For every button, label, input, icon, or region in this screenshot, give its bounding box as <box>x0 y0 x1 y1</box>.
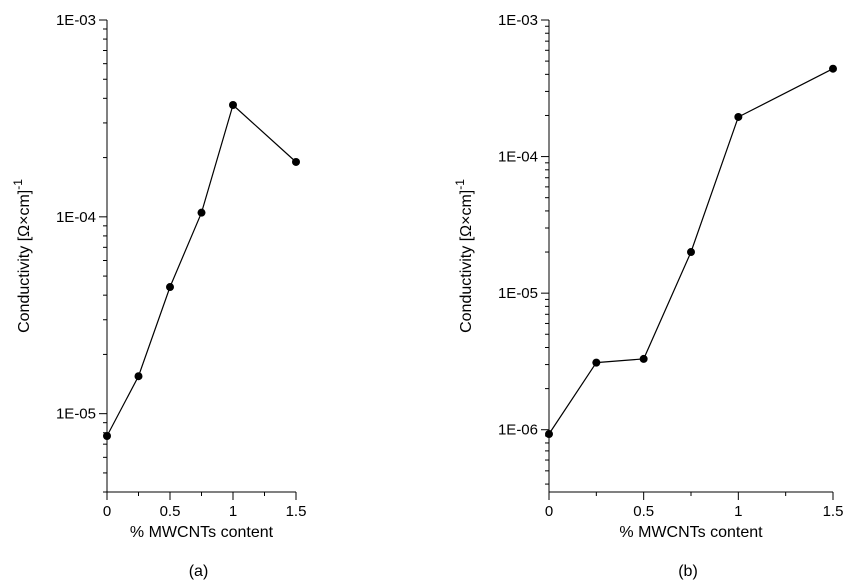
x-tick-label: 0 <box>103 503 111 520</box>
data-point <box>134 372 143 381</box>
data-point <box>639 354 648 363</box>
x-tick-label: 1 <box>229 503 237 520</box>
panel-label: (a) <box>189 563 209 580</box>
data-point <box>229 100 237 109</box>
series-line <box>548 68 834 435</box>
data-point <box>592 358 601 367</box>
x-tick-label: 0.5 <box>633 503 654 520</box>
chart-panel-b: 1E-06 1E-05 1E-04 1E-03 0 0.5 1 1.5 % MWCNTs con… <box>453 12 843 580</box>
y-tick-label: 1E-05 <box>498 285 538 302</box>
data-point <box>292 157 300 166</box>
data-point <box>829 64 837 73</box>
x-tick-label: 1.5 <box>823 503 844 520</box>
y-tick-label: 1E-05 <box>56 406 96 423</box>
y-tick-label: 1E-03 <box>56 12 96 29</box>
y-tick-label: 1E-06 <box>498 422 538 439</box>
series-line <box>106 103 297 437</box>
data-point <box>166 283 174 292</box>
y-tick-label: 1E-03 <box>498 12 538 29</box>
data-point <box>687 248 695 257</box>
x-tick-label: 0 <box>545 503 553 520</box>
x-tick-label: 1.5 <box>286 503 307 520</box>
x-axis-title: % MWCNTs content <box>130 524 274 541</box>
data-point <box>103 432 111 441</box>
y-axis-title: Conductivity [Ω×cm]-1 <box>11 179 33 333</box>
data-point <box>734 112 743 121</box>
y-tick-label: 1E-04 <box>56 209 96 226</box>
y-tick-label: 1E-04 <box>498 149 538 166</box>
panel-label: (b) <box>678 563 698 580</box>
x-tick-label: 0.5 <box>160 503 181 520</box>
chart-panel-a: 1E-05 1E-04 1E-03 0 0.5 1 1.5 % MWCNTs content (… <box>11 12 306 580</box>
y-axis-title: Conductivity [Ω×cm]-1 <box>453 179 475 333</box>
x-axis-title: % MWCNTs content <box>619 524 763 541</box>
data-point <box>197 208 206 217</box>
data-point <box>545 430 553 439</box>
x-tick-label: 1 <box>734 503 742 520</box>
